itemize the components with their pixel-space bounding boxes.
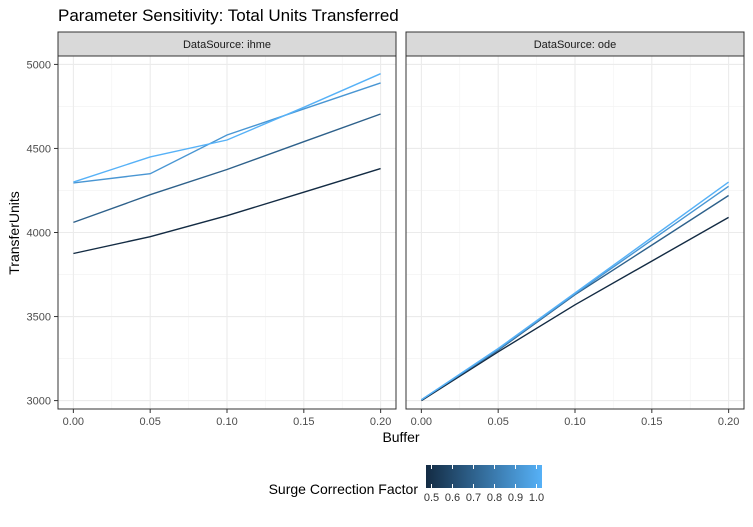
y-tick-label: 4000 xyxy=(27,228,51,240)
colorbar-tick-label: 1.0 xyxy=(529,492,544,504)
x-tick-label: 0.05 xyxy=(139,416,160,428)
colorbar-tick-label: 0.7 xyxy=(466,492,481,504)
series-line-1 xyxy=(73,113,381,224)
colorbar-tick-label: 0.5 xyxy=(424,492,439,504)
colorbar-tick-label: 0.9 xyxy=(508,492,523,504)
y-tick-label: 4500 xyxy=(27,143,51,155)
y-tick-label: 3500 xyxy=(27,312,51,324)
series-line-3 xyxy=(73,73,381,183)
series-line-3 xyxy=(421,181,730,401)
x-tick-label: 0.20 xyxy=(370,416,391,428)
facet-panel-1: DataSource: ode 0.00 0.05 0.10 0.15 0.20 xyxy=(405,31,745,428)
colorbar-tick-label: 0.8 xyxy=(487,492,502,504)
colorbar xyxy=(426,465,542,488)
x-tick-label: 0.00 xyxy=(411,416,432,428)
series-line-0 xyxy=(73,167,381,255)
colorbar-tick-label: 0.6 xyxy=(445,492,460,504)
x-tick-label: 0.10 xyxy=(216,416,237,428)
x-axis-label: Buffer xyxy=(382,429,419,445)
facet-strip-label: DataSource: ihme xyxy=(183,39,271,51)
x-tick-label: 0.20 xyxy=(718,416,739,428)
x-tick-label: 0.15 xyxy=(293,416,314,428)
x-tick-label: 0.15 xyxy=(641,416,662,428)
series-line-0 xyxy=(421,216,729,402)
panels-layer: DataSource: ihme 0.00 0.05 0.10 0.15 0.20 3000… xyxy=(27,31,745,428)
y-tick-label: 3000 xyxy=(27,396,51,408)
legend-ticks: 0.5 0.6 0.7 0.8 0.9 1.0 xyxy=(424,465,544,504)
x-tick-label: 0.10 xyxy=(564,416,585,428)
x-tick-label: 0.00 xyxy=(63,416,84,428)
y-axis-label: TransferUnits xyxy=(6,191,22,275)
legend-title: Surge Correction Factor xyxy=(269,481,419,497)
y-tick-label: 5000 xyxy=(27,59,51,71)
x-tick-label: 0.05 xyxy=(487,416,508,428)
facet-panel-0: DataSource: ihme 0.00 0.05 0.10 0.15 0.20 3000… xyxy=(27,31,397,428)
colorbar-legend: Surge Correction Factor 0.5 0.6 0.7 0.8 0.9 1… xyxy=(269,465,544,504)
facet-strip-label: DataSource: ode xyxy=(534,39,617,51)
chart-title: Parameter Sensitivity: Total Units Trans… xyxy=(58,6,399,25)
series-line-2 xyxy=(73,82,381,184)
facet-strip xyxy=(57,31,397,57)
